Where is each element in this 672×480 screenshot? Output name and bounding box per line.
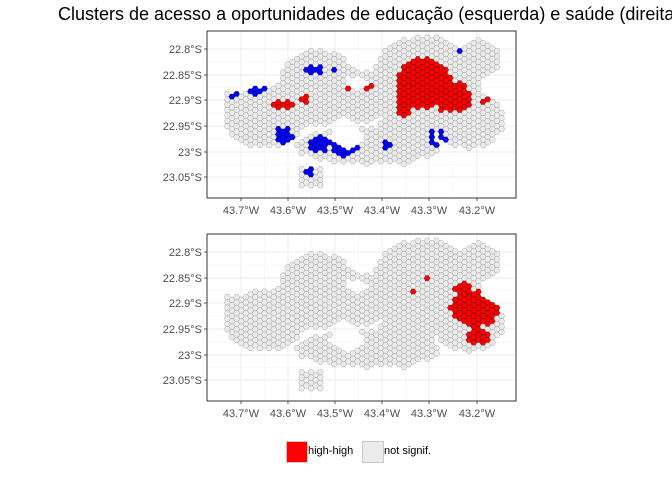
hexagon-not-signif [293,131,301,138]
hexagon-not-signif [498,120,505,127]
y-tick-label: 23.05°S [163,375,202,387]
hexagon-not-signif [493,101,501,108]
hexagon-not-signif [316,385,324,392]
x-tick-label: 43.7°W [223,408,260,420]
hexagon-not-signif [475,85,482,92]
hexagon-not-signif [489,136,496,143]
y-tick-label: 22.9°S [169,95,202,107]
hexagon-not-signif [475,80,482,87]
hexagon-not-signif [475,283,482,290]
hexagon-high-high [475,288,482,295]
y-tick-label: 23°S [178,147,202,159]
x-tick-label: 43.3°W [411,205,448,217]
hexagon-not-signif [433,345,440,351]
y-tick-label: 22.8°S [169,247,202,259]
hexagon-not-signif [326,331,333,338]
x-tick-label: 43.2°W [459,205,496,217]
y-tick-label: 22.85°S [163,70,202,82]
x-tick-label: 43.2°W [459,408,496,420]
hexagon-low-low [433,142,440,148]
panel-border [206,233,517,402]
x-tick-label: 43.6°W [270,205,307,217]
hexagon-not-signif [316,182,324,189]
legend-key-high-high [286,441,308,463]
hexagon-not-signif [498,115,505,122]
hexagon-not-signif [428,337,436,343]
map-panel-education: 22.8°S 22.85°S 22.9°S 22.95°S 23°S 23.05°S 43.… [163,30,517,217]
hexagon-not-signif [498,323,505,330]
hexagon-not-signif [316,369,324,376]
y-tick-label: 22.8°S [169,44,202,56]
hexagon-high-high [493,304,501,311]
hexagon-not-signif [493,251,501,257]
hexagon-not-signif [316,177,324,183]
x-tick-label: 43.5°W [317,408,354,420]
hexagon-not-signif [493,48,501,54]
hexagon-not-signif [433,147,440,154]
map-panel-health: 22.8°S 22.85°S 22.9°S 22.95°S 23°S 23.05°S 43.… [163,233,517,420]
hexagon-not-signif [498,329,505,335]
hexagon-not-signif [498,318,505,325]
hexagon-not-signif [493,256,501,263]
hexagon-low-low [428,134,436,140]
hexagon-layer [223,237,505,392]
hexagon-not-signif [433,350,440,357]
hexagon-not-signif [493,64,501,71]
y-tick-label: 23°S [178,350,202,362]
hexagon-not-signif [340,56,347,63]
hexagon-not-signif [493,267,501,274]
hexagon-not-signif [493,53,501,60]
x-tick-label: 43.4°W [364,205,401,217]
hexagon-not-signif [340,77,347,84]
hexagon-not-signif [316,166,324,173]
legend-label-high-high: high-high [308,445,354,457]
x-tick-label: 43.7°W [223,205,260,217]
y-tick-label: 22.9°S [169,298,202,310]
x-tick-label: 43.3°W [411,408,448,420]
hexagon-not-signif [498,109,505,116]
y-tick-label: 22.85°S [163,273,202,285]
hexagon-not-signif [493,58,501,65]
hexagon-not-signif [316,374,324,381]
hexagon-not-signif [489,339,496,346]
legend-key-not-signif [362,441,384,463]
hexagon-not-signif [493,261,501,268]
hexagon-not-signif [326,128,333,135]
hexagon-not-signif [293,334,301,341]
x-tick-label: 43.6°W [270,408,307,420]
hexagon-not-signif [340,259,347,266]
chart-title: Clusters de acesso a oportunidades de ed… [58,4,672,24]
legend-label-not-signif: not signif. [384,445,432,457]
hexagon-not-signif [498,312,505,319]
hexagon-not-signif [316,171,324,178]
x-tick-label: 43.5°W [317,205,354,217]
x-tick-label: 43.4°W [364,408,401,420]
panel-border [206,30,517,199]
hexagon-not-signif [340,280,347,287]
hexagon-not-signif [316,380,324,386]
y-tick-label: 22.95°S [163,121,202,133]
hexagon-not-signif [498,126,505,132]
y-tick-label: 23.05°S [163,172,202,184]
y-tick-label: 22.95°S [163,324,202,336]
hexagon-layer [223,34,505,189]
